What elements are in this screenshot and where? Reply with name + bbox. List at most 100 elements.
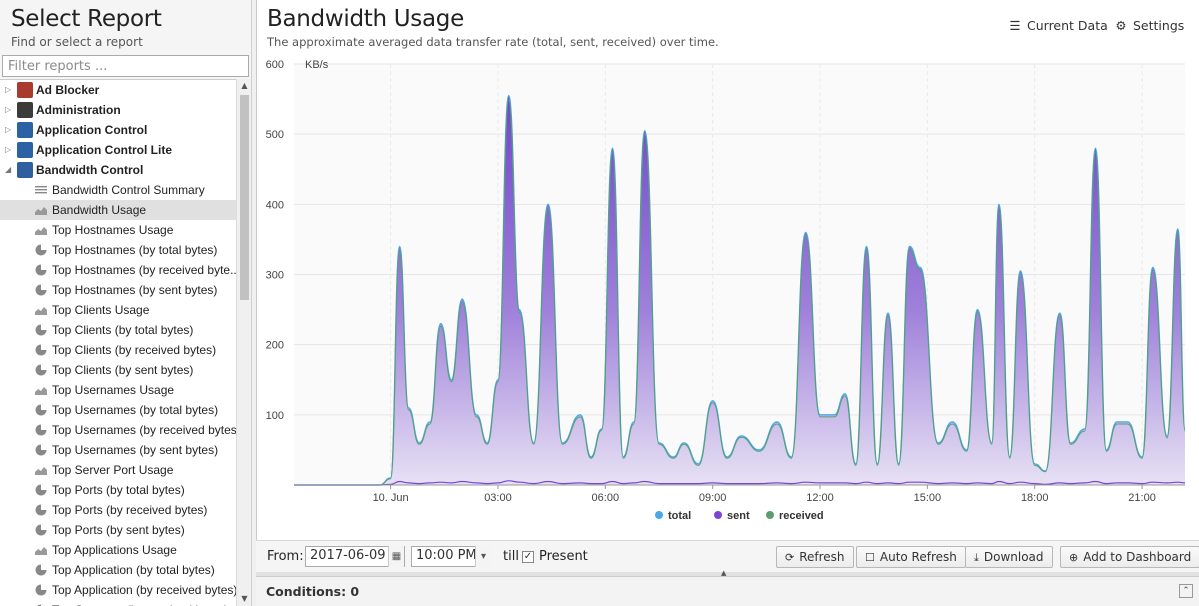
pie-chart-icon <box>35 404 47 416</box>
report-item[interactable]: Top Clients (by total bytes) <box>0 320 236 340</box>
add-to-dashboard-button[interactable]: ⊕ Add to Dashboard <box>1060 546 1199 568</box>
x-tick-label: 09:00 <box>699 492 727 504</box>
auto-refresh-label: Auto Refresh <box>879 550 957 564</box>
report-item-label: Top Usernames (by received bytes) <box>52 423 236 437</box>
tree-group-administration[interactable]: ▷ Administration <box>0 100 236 120</box>
area-chart-icon <box>35 467 47 475</box>
application-control-lite-icon <box>17 142 33 158</box>
report-item-label: Top Server Port Usage <box>52 463 174 477</box>
refresh-button[interactable]: ⟳ Refresh <box>776 546 854 568</box>
tree-group-ad-blocker[interactable]: ▷ Ad Blocker <box>0 80 236 100</box>
area-chart-icon <box>35 227 47 235</box>
report-item-label: Top Hostnames (by received byte... <box>52 263 236 277</box>
report-item[interactable]: Top Ports (by total bytes) <box>0 480 236 500</box>
settings-button[interactable]: ⚙ Settings <box>1115 18 1184 33</box>
tree-group-bandwidth-control[interactable]: ◢ Bandwidth Control <box>0 160 236 180</box>
report-item[interactable]: Top Clients (by received bytes) <box>0 340 236 360</box>
report-item-label: Top Application (by received bytes) <box>52 583 236 597</box>
y-tick-label: 400 <box>266 199 284 211</box>
tree-group-label: Administration <box>36 103 121 117</box>
conditions-label: Conditions: 0 <box>266 584 360 599</box>
panel-splitter[interactable]: ▲ <box>256 569 1199 577</box>
report-selector-panel: Select Report Find or select a report ▷ A… <box>0 0 252 606</box>
report-item[interactable]: Top Usernames (by sent bytes) <box>0 440 236 460</box>
legend-marker <box>766 511 774 519</box>
scrollbar-thumb[interactable] <box>240 95 249 300</box>
report-item[interactable]: Top Hostnames (by sent bytes) <box>0 280 236 300</box>
scroll-down-icon[interactable]: ▼ <box>241 594 248 603</box>
report-item[interactable]: Top Ports (by received bytes) <box>0 500 236 520</box>
report-item[interactable]: Top Application (by total bytes) <box>0 560 236 580</box>
sent-series-line <box>293 480 1186 486</box>
y-tick-label: 200 <box>266 340 284 352</box>
report-item[interactable]: Top Usernames (by total bytes) <box>0 400 236 420</box>
report-item-label: Top Clients (by sent bytes) <box>52 363 194 377</box>
scroll-up-icon[interactable]: ▲ <box>241 81 248 90</box>
collapsed-arrow-icon[interactable]: ▷ <box>5 145 12 154</box>
settings-label: Settings <box>1133 18 1185 33</box>
collapsed-arrow-icon[interactable]: ▷ <box>5 125 12 134</box>
report-item[interactable]: Bandwidth Usage <box>0 200 236 220</box>
panel-subtitle: Find or select a report <box>11 35 143 49</box>
x-tick-label: 03:00 <box>484 492 512 504</box>
received-series-line <box>293 99 1186 486</box>
collapse-up-icon[interactable]: ▲ <box>721 569 727 577</box>
pie-chart-icon <box>35 344 47 356</box>
report-item[interactable]: Top Applications Usage <box>0 540 236 560</box>
from-date-field[interactable]: 2017-06-09 <box>305 546 405 567</box>
report-item[interactable]: Top Application (by received bytes) <box>0 580 236 600</box>
auto-refresh-button[interactable]: ☐ Auto Refresh <box>856 546 966 568</box>
report-item[interactable]: Top Hostnames (by total bytes) <box>0 240 236 260</box>
download-icon: ⤓ <box>974 551 979 564</box>
y-tick-label: 600 <box>266 59 284 71</box>
pie-chart-icon <box>35 484 47 496</box>
from-time-field[interactable]: 10:00 PM <box>411 546 491 567</box>
y-axis-label: KB/s <box>305 59 329 71</box>
ad-blocker-icon <box>17 82 33 98</box>
report-item[interactable]: Top Clients Usage <box>0 300 236 320</box>
collapsed-arrow-icon[interactable]: ▷ <box>5 85 12 94</box>
tree-group-application-control[interactable]: ▷ Application Control <box>0 120 236 140</box>
tree-scrollbar[interactable]: ▲ ▼ <box>236 79 251 606</box>
legend-marker <box>714 511 722 519</box>
tree-group-label: Application Control <box>36 123 148 137</box>
report-item[interactable]: Top Ports (by sent bytes) <box>0 520 236 540</box>
area-chart-icon <box>35 387 47 395</box>
report-item[interactable]: Top Hostnames Usage <box>0 220 236 240</box>
download-button[interactable]: ⤓ Download <box>965 546 1053 568</box>
report-item-label: Top Clients Usage <box>52 303 150 317</box>
report-item-label: Top Hostnames (by sent bytes) <box>52 283 218 297</box>
expand-icon[interactable]: ⌃ <box>1179 584 1193 598</box>
chevron-down-icon[interactable]: ▾ <box>475 546 491 567</box>
x-tick-label: 15:00 <box>914 492 942 504</box>
report-item-label: Top Usernames (by total bytes) <box>52 403 219 417</box>
administration-icon <box>17 102 33 118</box>
tree-group-application-control-lite[interactable]: ▷ Application Control Lite <box>0 140 236 160</box>
filter-reports-input[interactable] <box>2 55 249 77</box>
time-range-toolbar: From: 2017-06-09 ▦ 10:00 PM ▾ till ✓ Pre… <box>256 540 1199 572</box>
tree-group-label: Bandwidth Control <box>36 163 144 177</box>
report-item[interactable]: Top Server Port Usage <box>0 460 236 480</box>
report-description: The approximate averaged data transfer r… <box>267 35 719 49</box>
plus-circle-icon: ⊕ <box>1069 551 1079 564</box>
report-item[interactable]: Top Clients (by sent bytes) <box>0 360 236 380</box>
expanded-arrow-icon[interactable]: ◢ <box>5 165 12 174</box>
pie-chart-icon <box>35 524 47 536</box>
collapsed-arrow-icon[interactable]: ▷ <box>5 105 12 114</box>
report-item-label: Top Ports (by sent bytes) <box>52 523 185 537</box>
current-data-button[interactable]: ☰ Current Data <box>1009 18 1108 33</box>
report-item[interactable]: Top Usernames (by received bytes) <box>0 420 236 440</box>
present-checkbox[interactable]: ✓ <box>522 551 534 563</box>
report-item[interactable]: Top Hostnames (by received byte... <box>0 260 236 280</box>
from-time-value: 10:00 PM <box>416 548 477 563</box>
report-item-label: Bandwidth Control Summary <box>52 183 205 197</box>
report-item-label: Top Hostnames (by total bytes) <box>52 243 218 257</box>
report-item[interactable]: Top Usernames Usage <box>0 380 236 400</box>
conditions-panel[interactable]: Conditions: 0 ⌃ <box>256 576 1199 606</box>
download-label: Download <box>983 550 1044 564</box>
refresh-icon: ⟳ <box>785 551 795 564</box>
current-data-label: Current Data <box>1027 18 1108 33</box>
report-item[interactable]: Top Category (by received bytes) <box>0 600 236 606</box>
report-item[interactable]: Bandwidth Control Summary <box>0 180 236 200</box>
calendar-icon[interactable]: ▦ <box>388 546 404 567</box>
